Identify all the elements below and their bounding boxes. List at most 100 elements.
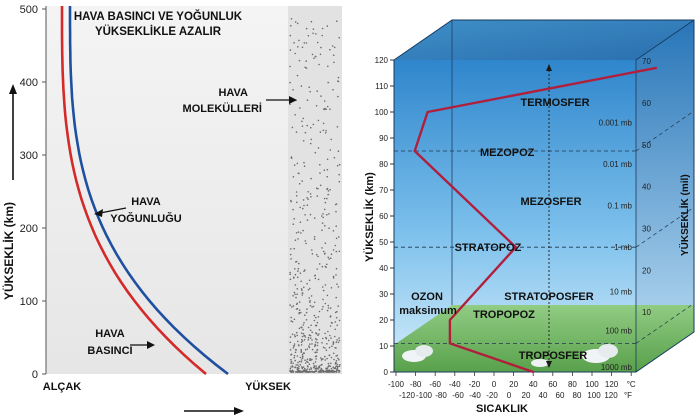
pressure-tick-label: 0.01 mb [603, 160, 632, 169]
molecule-dot [292, 371, 295, 373]
molecule-dot [326, 175, 329, 178]
molecule-dot [315, 370, 318, 373]
molecule-dot [325, 371, 328, 373]
molecule-dot [308, 346, 311, 349]
molecule-dot [294, 268, 296, 270]
molecule-dot [326, 309, 329, 312]
layer-stratosphere: STRATOPOSFER [504, 291, 593, 303]
molecule-dot [338, 250, 341, 253]
pressure-pointer-arrow-icon [147, 341, 155, 349]
molecule-dot [290, 358, 292, 361]
molecule-dot [337, 365, 339, 368]
molecule-dot [334, 244, 337, 247]
molecule-dot [311, 306, 313, 308]
molecule-dot [335, 250, 338, 253]
molecule-dot [334, 366, 337, 369]
molecule-dot [299, 272, 302, 275]
fahrenheit-tick-label: 60 [556, 391, 565, 400]
molecule-dot [327, 81, 330, 84]
molecule-dot [309, 193, 312, 195]
molecule-dot [316, 253, 318, 256]
molecule-dot [332, 277, 335, 279]
molecule-dot [310, 196, 312, 198]
molecule-dot [298, 365, 300, 368]
molecule-dot [313, 57, 315, 59]
molecule-dot [293, 357, 296, 359]
molecule-dot [301, 289, 303, 291]
molecule-dot [321, 265, 324, 268]
temperature-profile-line [413, 66, 658, 374]
molecule-dot [335, 267, 338, 270]
left-y-tick-label: 0 [32, 369, 38, 381]
molecule-dot [294, 273, 297, 276]
ground-layer [394, 305, 694, 372]
molecule-dot [326, 343, 328, 345]
molecule-dot [291, 365, 294, 367]
molecule-dot [300, 326, 303, 329]
molecule-dot [307, 361, 309, 364]
molecule-dot [321, 27, 324, 30]
celsius-tick-label: 120 [605, 380, 619, 389]
molecule-dot [335, 296, 338, 299]
molecule-dot [311, 370, 313, 373]
pressure-tick-label: 10 mb [610, 287, 633, 296]
molecule-dot [319, 131, 322, 133]
molecule-dot [300, 85, 303, 87]
molecule-dot [335, 203, 338, 205]
left-y-ticks: 0 100 200 300 400 500 [20, 4, 46, 381]
molecule-dot [289, 349, 292, 351]
molecule-dot [317, 316, 320, 318]
molecule-dot [314, 343, 317, 346]
molecule-dot [306, 348, 309, 350]
pressure-curve [60, 6, 207, 375]
molecule-dot [311, 339, 313, 341]
molecule-dot [322, 129, 325, 132]
molecule-dot [292, 347, 295, 349]
molecule-dot [294, 351, 297, 354]
molecule-dot [334, 335, 336, 338]
molecule-dot [321, 342, 323, 344]
molecule-dot [336, 20, 338, 23]
molecule-dot [296, 367, 299, 369]
molecule-dot [324, 224, 326, 227]
fahrenheit-tick-label: 120 [604, 391, 618, 400]
molecule-dot [313, 238, 316, 240]
molecule-dot [331, 322, 334, 324]
molecule-dot [327, 307, 330, 309]
molecule-dot [303, 369, 305, 372]
molecule-dot [299, 107, 301, 109]
molecule-dot [332, 352, 335, 355]
molecule-dot [289, 341, 292, 344]
molecule-dot [330, 367, 333, 370]
molecule-dot [324, 347, 326, 349]
molecule-dot [315, 365, 317, 367]
molecules-label-line2: MOLEKÜLLERİ [183, 102, 262, 115]
molecule-dot [290, 248, 292, 250]
molecule-dot [304, 359, 306, 362]
molecule-dot [308, 334, 311, 336]
molecule-dot [313, 365, 316, 368]
molecule-dot [305, 67, 308, 69]
molecule-dot [314, 361, 317, 363]
pressure-label-line1: HAVA [95, 328, 125, 340]
molecule-dot [326, 105, 329, 108]
molecule-dot [322, 298, 324, 301]
molecule-dot [309, 343, 311, 345]
molecule-dot [298, 301, 301, 303]
cloud-left-icon [402, 345, 433, 362]
molecule-dot [318, 328, 321, 331]
molecule-dot [312, 32, 314, 35]
molecule-dot [308, 359, 311, 362]
molecule-dot [323, 208, 326, 211]
molecule-dot [298, 183, 301, 185]
molecule-dot [332, 54, 335, 56]
molecule-dot [337, 369, 340, 372]
celsius-tick-label: -60 [429, 380, 441, 389]
molecule-dot [335, 355, 337, 357]
molecule-dot [333, 358, 335, 361]
molecule-dot [293, 164, 296, 166]
molecule-dot [299, 356, 302, 359]
molecule-dot [318, 263, 321, 265]
molecule-dot [300, 232, 302, 234]
molecule-dot [310, 177, 312, 180]
